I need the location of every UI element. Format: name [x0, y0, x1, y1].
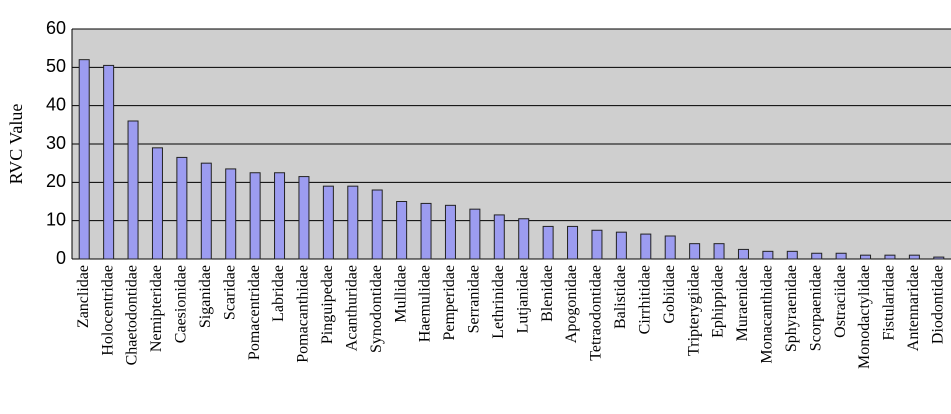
y-tick-label: 60: [46, 18, 66, 38]
x-tick-label: Gobiidae: [661, 265, 678, 324]
bar: [298, 176, 310, 260]
x-tick-label: Sphyraenidae: [783, 265, 800, 352]
x-tick-label: Labridae: [270, 265, 287, 322]
x-tick-label: Cirrhitidae: [636, 265, 653, 334]
bar: [737, 248, 749, 260]
x-tick-label: Synodontidae: [368, 265, 385, 353]
x-tick-label: Pomacanthidae: [295, 265, 312, 363]
bar: [371, 189, 383, 260]
bar: [591, 229, 603, 260]
bar: [640, 233, 652, 260]
bar: [151, 147, 163, 260]
x-tick-label: Chaetodontidae: [124, 265, 141, 365]
x-tick-label: Tripterygiidae: [685, 265, 702, 356]
bar: [444, 204, 456, 260]
x-tick-label: Scaridae: [221, 265, 238, 320]
x-tick-label: Pinguipedae: [319, 265, 336, 344]
y-tick-label: 30: [46, 133, 66, 153]
bar: [908, 254, 920, 260]
x-tick-label: Caesionidae: [173, 265, 190, 343]
y-axis-title: RVC Value: [6, 104, 26, 185]
bar: [78, 59, 90, 260]
x-tick-label: Mullidae: [392, 265, 409, 323]
bar: [835, 252, 847, 260]
x-tick-label: Lethrinidae: [490, 265, 507, 339]
bar: [322, 185, 334, 260]
x-tick-label: Pomacentridae: [246, 265, 263, 360]
x-tick-label: Holocentridae: [99, 265, 116, 356]
bar: [811, 252, 823, 260]
x-tick-label: Serranidae: [466, 265, 483, 333]
x-tick-label: Monodactylidae: [856, 265, 873, 369]
bar: [786, 250, 798, 260]
bar: [396, 201, 408, 260]
y-tick-label: 0: [56, 248, 66, 268]
x-tick-label: Acanthuridae: [343, 265, 360, 351]
bar: [713, 243, 725, 260]
bar: [493, 214, 505, 260]
x-tick-label: Ephippidae: [710, 265, 727, 338]
bar: [615, 231, 627, 260]
bar: [103, 64, 115, 260]
bar: [200, 162, 212, 260]
bar: [176, 156, 188, 260]
y-tick-label: 50: [46, 56, 66, 76]
bar: [347, 185, 359, 260]
bar: [689, 243, 701, 260]
x-tick-label: Lutjanidae: [514, 265, 531, 333]
x-tick-label: Scorpaenidae: [807, 265, 824, 351]
y-tick-label: 10: [46, 209, 66, 229]
x-tick-label: Apogonidae: [563, 265, 580, 343]
x-tick-label: Ostraciidae: [832, 265, 849, 338]
bar: [249, 172, 261, 260]
x-tick-label: Fistularidae: [881, 265, 898, 341]
bar: [762, 250, 774, 260]
x-tick-label: Muraenidae: [734, 265, 751, 341]
x-tick-label: Balistidae: [612, 265, 629, 329]
x-tick-label: Zanclidae: [75, 265, 92, 328]
bar: [225, 168, 237, 260]
x-tick-label: Antennaridae: [905, 265, 922, 351]
x-tick-label: Nemipteridae: [148, 265, 165, 352]
x-tick-label: Blenidae: [539, 265, 556, 322]
x-tick-label: Haemulidae: [417, 265, 434, 342]
x-tick-label: Pemperidae: [441, 265, 458, 341]
bar: [420, 202, 432, 260]
bar: [933, 256, 945, 260]
x-tick-label: Siganidae: [197, 265, 214, 328]
x-tick-label: Monacanthidae: [759, 265, 776, 364]
x-tick-label: Tetraodontidae: [588, 265, 605, 361]
bar: [518, 218, 530, 260]
x-tick-label: Diodontidae: [929, 265, 946, 344]
bar: [860, 254, 872, 260]
y-tick-label: 40: [46, 94, 66, 114]
bar: [127, 120, 139, 260]
bar: [567, 225, 579, 260]
y-tick-label: 20: [46, 171, 66, 191]
bar: [664, 235, 676, 260]
bar: [274, 172, 286, 260]
bar: [884, 254, 896, 260]
bar: [542, 225, 554, 260]
bar: [469, 208, 481, 260]
